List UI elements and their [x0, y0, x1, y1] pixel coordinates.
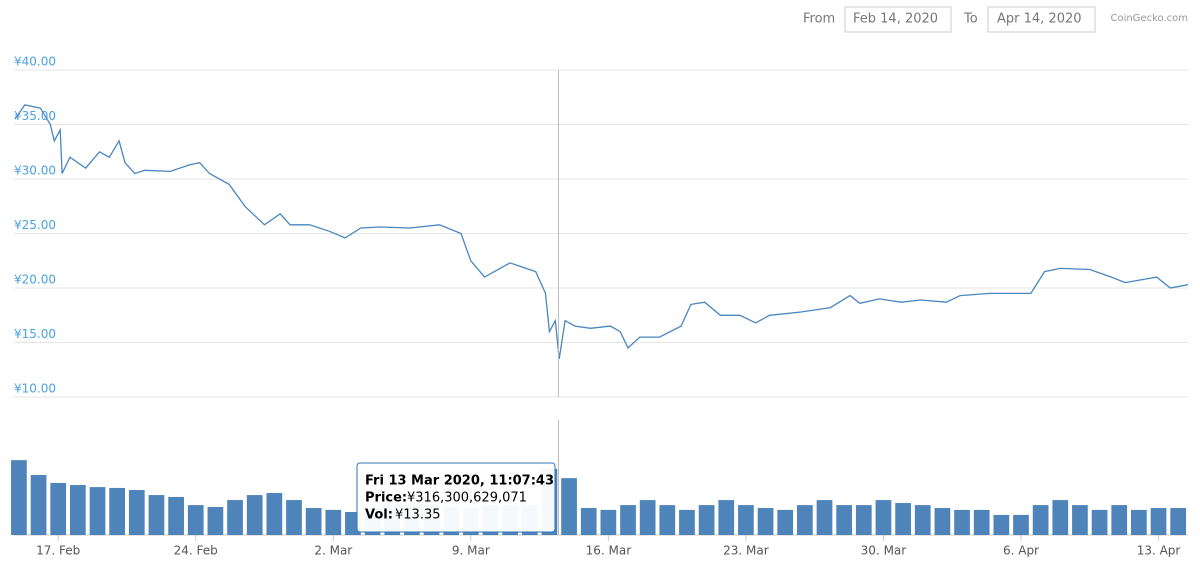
x-tick-label: 6. Apr	[1003, 544, 1039, 558]
volume-bar	[875, 500, 892, 535]
y-tick-label: ¥10.00	[14, 382, 56, 396]
volume-bar	[1032, 505, 1049, 535]
volume-bar	[69, 485, 86, 535]
volume-bar	[187, 505, 204, 535]
volume-bar	[914, 505, 931, 535]
volume-bar	[855, 505, 872, 535]
x-tick-label: 9. Mar	[452, 544, 490, 558]
price-line	[14, 104, 1189, 359]
volume-bar	[796, 505, 813, 535]
x-tick-label: 23. Mar	[723, 544, 769, 558]
plot: ¥10.00 ¥15.00 ¥20.00 ¥25.00 ¥30.00 ¥35.00 ¥40.…	[11, 55, 1189, 558]
volume-bar	[11, 460, 27, 535]
volume-bar	[109, 487, 126, 535]
volume-bar	[227, 500, 243, 535]
volume-bar	[325, 509, 342, 535]
brand: CoinGecko.com	[1110, 13, 1188, 24]
volume-bar	[659, 505, 676, 535]
from-input[interactable]	[844, 6, 952, 33]
y-tick-label: ¥35.00	[14, 109, 56, 123]
tooltip-title: Fri 13 Mar 2020, 11:07:43	[365, 474, 554, 489]
to-label: To	[963, 12, 978, 27]
volume-bar	[777, 509, 794, 535]
from-date: Feb 14, 2020	[853, 12, 938, 27]
volume-bar	[954, 509, 970, 535]
x-tick-label: 17. Feb	[36, 544, 80, 558]
volume-bar	[1131, 509, 1147, 535]
volume-bar	[1013, 514, 1029, 535]
volume-bar	[934, 508, 951, 535]
volume-bar	[1091, 509, 1108, 535]
volume-bar	[305, 508, 322, 535]
volume-bar	[895, 503, 911, 535]
y-tick-label: ¥40.00	[14, 55, 56, 69]
volume-bar	[620, 505, 636, 535]
volume-bar	[816, 500, 833, 535]
volume-bar	[836, 505, 853, 535]
to-date: Apr 14, 2020	[997, 12, 1082, 27]
x-tick-label: 16. Mar	[586, 544, 632, 558]
y-tick-label: ¥30.00	[14, 164, 56, 178]
volume-bar	[1150, 508, 1167, 535]
volume-bar	[266, 492, 283, 535]
volume-bar	[30, 474, 47, 535]
x-tick-label: 13. Apr	[1137, 544, 1181, 558]
volume-bar	[973, 509, 990, 535]
volume-bar	[1072, 505, 1088, 535]
x-tick-label: 24. Feb	[174, 544, 218, 558]
volume-bar	[148, 495, 165, 535]
volume-bar	[698, 505, 715, 535]
volume-bar	[1052, 500, 1069, 535]
volume-bar	[286, 500, 302, 535]
volume-bar	[207, 506, 224, 535]
tooltip-label: Vol:	[365, 508, 393, 523]
tooltip-box	[356, 462, 556, 533]
volume-bar	[50, 482, 67, 535]
volume-bar	[993, 514, 1010, 535]
volume-bar	[600, 509, 617, 535]
tooltip-value: ¥13.35	[395, 508, 441, 523]
volume-bar	[580, 508, 597, 535]
volume-bar	[561, 478, 577, 535]
volume-bar	[246, 495, 263, 535]
volume-bar	[738, 505, 754, 535]
volume-bar	[1111, 505, 1128, 535]
tooltip: Fri 13 Mar 2020, 11:07:43 Price: ¥316,30…	[356, 462, 556, 533]
volume-bar	[168, 496, 184, 535]
y-tick-label: ¥25.00	[14, 218, 56, 232]
to-input[interactable]	[987, 6, 1096, 33]
volume-bar	[718, 500, 735, 535]
volume-bar	[757, 508, 774, 535]
x-tick-label: 30. Mar	[861, 544, 907, 558]
tooltip-label: Price:	[365, 491, 407, 506]
volume-bar	[679, 509, 695, 535]
tooltip-value: ¥316,300,629,071	[407, 491, 527, 506]
x-tick-label: 2. Mar	[314, 544, 352, 558]
y-tick-label: ¥15.00	[14, 327, 56, 341]
volume-bar	[639, 500, 656, 535]
volume-bar	[1170, 508, 1187, 535]
volume-bar	[89, 487, 106, 535]
from-label: From	[803, 12, 835, 27]
y-tick-label: ¥20.00	[14, 273, 56, 287]
volume-bar	[128, 490, 145, 535]
